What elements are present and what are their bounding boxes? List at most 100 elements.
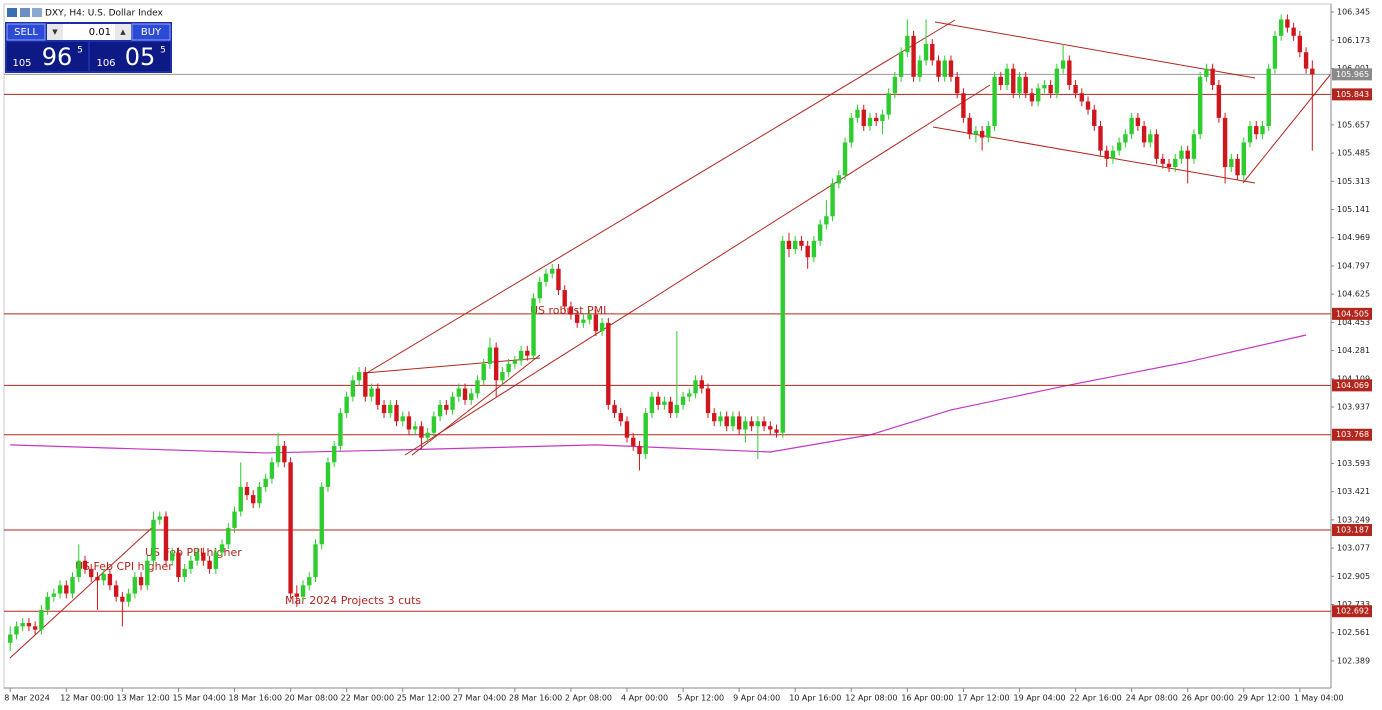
candle-body	[64, 585, 69, 594]
candle-body	[1285, 19, 1290, 28]
candle-body	[163, 516, 169, 561]
candle-body	[356, 372, 362, 381]
x-tick-label: 27 Mar 04:00	[453, 694, 506, 703]
lot-up[interactable]	[115, 24, 131, 40]
candle-body	[867, 117, 873, 127]
y-tick-label: 104.797	[1337, 261, 1370, 270]
candle-body	[712, 413, 717, 422]
candle-body	[1154, 134, 1159, 159]
sell-button[interactable]	[6, 23, 46, 41]
candle-body	[1185, 150, 1190, 159]
candle-body	[1060, 60, 1066, 69]
candle-body	[1116, 142, 1122, 151]
ask-big: 106	[96, 58, 115, 69]
candle-body	[693, 380, 698, 394]
candle-body	[300, 585, 306, 597]
ask-box[interactable]	[90, 42, 170, 71]
candle-body	[101, 573, 106, 581]
candle-body	[481, 363, 486, 381]
candle-body	[992, 76, 997, 127]
y-tick-label: 102.905	[1337, 572, 1370, 581]
trendline	[1242, 74, 1331, 184]
y-tick-label: 106.173	[1337, 36, 1370, 45]
candle-body	[948, 60, 954, 77]
candle-body	[95, 577, 100, 581]
trendline	[9, 524, 156, 659]
x-tick-label: 20 Mar 08:00	[285, 694, 338, 703]
candle-body	[226, 527, 231, 545]
candle-body	[188, 560, 194, 569]
candle-body	[643, 413, 648, 455]
candle-body	[612, 404, 617, 414]
candle-body	[774, 429, 779, 433]
x-tick-label: 2 Apr 08:00	[565, 694, 612, 703]
bid-box[interactable]	[7, 42, 88, 71]
candle-body	[145, 560, 150, 586]
candle-body	[649, 396, 655, 414]
x-tick-label: 25 Mar 12:00	[397, 694, 450, 703]
candle-body	[880, 114, 885, 122]
level-label: 104.069	[1336, 381, 1369, 390]
candle-body	[325, 462, 331, 487]
x-tick-label: 12 Apr 08:00	[845, 694, 897, 703]
buy-label[interactable]: BUY	[141, 27, 162, 38]
candle-body	[431, 416, 437, 433]
candle-body	[587, 314, 592, 320]
candle-body	[817, 224, 823, 241]
candle-body	[263, 478, 268, 487]
candle-body	[487, 347, 493, 364]
candle-body	[749, 421, 754, 427]
trendline	[934, 21, 1256, 79]
candle-body	[1098, 126, 1103, 151]
candle-body	[718, 416, 723, 422]
candle-body	[631, 437, 636, 446]
candle-body	[923, 44, 929, 61]
candle-body	[1160, 158, 1165, 164]
candle-body	[836, 175, 842, 184]
candle-body	[518, 350, 524, 361]
title-bar: DXY, H4: U.S. Dollar Index	[7, 8, 164, 19]
candle-body	[830, 183, 835, 217]
candle-body	[1067, 60, 1072, 86]
candle-body	[76, 560, 81, 578]
candle-body	[1011, 68, 1016, 94]
icon	[7, 8, 17, 17]
lot-down[interactable]	[47, 24, 63, 40]
sell-label[interactable]: SELL	[14, 27, 38, 38]
level-label: 103.187	[1336, 526, 1369, 535]
candle-body	[1023, 76, 1028, 94]
candle-body	[606, 322, 611, 405]
candle-body	[400, 416, 405, 422]
candle-body	[1204, 68, 1209, 77]
lot-input[interactable]	[63, 24, 115, 40]
candle-body	[930, 44, 935, 61]
candle-body	[462, 388, 468, 400]
candle-body	[1042, 85, 1047, 89]
level-label: 102.692	[1336, 607, 1369, 616]
candle-body	[32, 626, 38, 630]
candle-body	[556, 268, 561, 291]
buy-button[interactable]	[131, 23, 171, 41]
trade-panel: SELL ▼ 0.01 ▲ BUY 105 96 5 106 05 5	[5, 22, 172, 73]
candle-body	[213, 552, 219, 569]
arrow: ▼	[52, 28, 58, 36]
candle-body	[1254, 126, 1259, 135]
lot-value[interactable]: 0.01	[89, 27, 111, 38]
candle-body	[898, 52, 904, 77]
candle-body	[107, 573, 113, 586]
candle-body	[967, 117, 972, 135]
candle-body	[219, 544, 225, 553]
candle-body	[369, 388, 374, 397]
candle-body	[743, 421, 748, 430]
candle-body	[954, 76, 960, 94]
y-tick-label: 103.249	[1337, 515, 1370, 524]
candle-body	[699, 380, 704, 389]
candle-body	[861, 109, 866, 127]
candle-body	[350, 380, 356, 397]
candle-body	[288, 462, 293, 594]
candle-body	[705, 388, 711, 414]
candle-body	[550, 268, 555, 274]
candle-body	[1141, 126, 1147, 143]
candle-body	[637, 445, 642, 455]
